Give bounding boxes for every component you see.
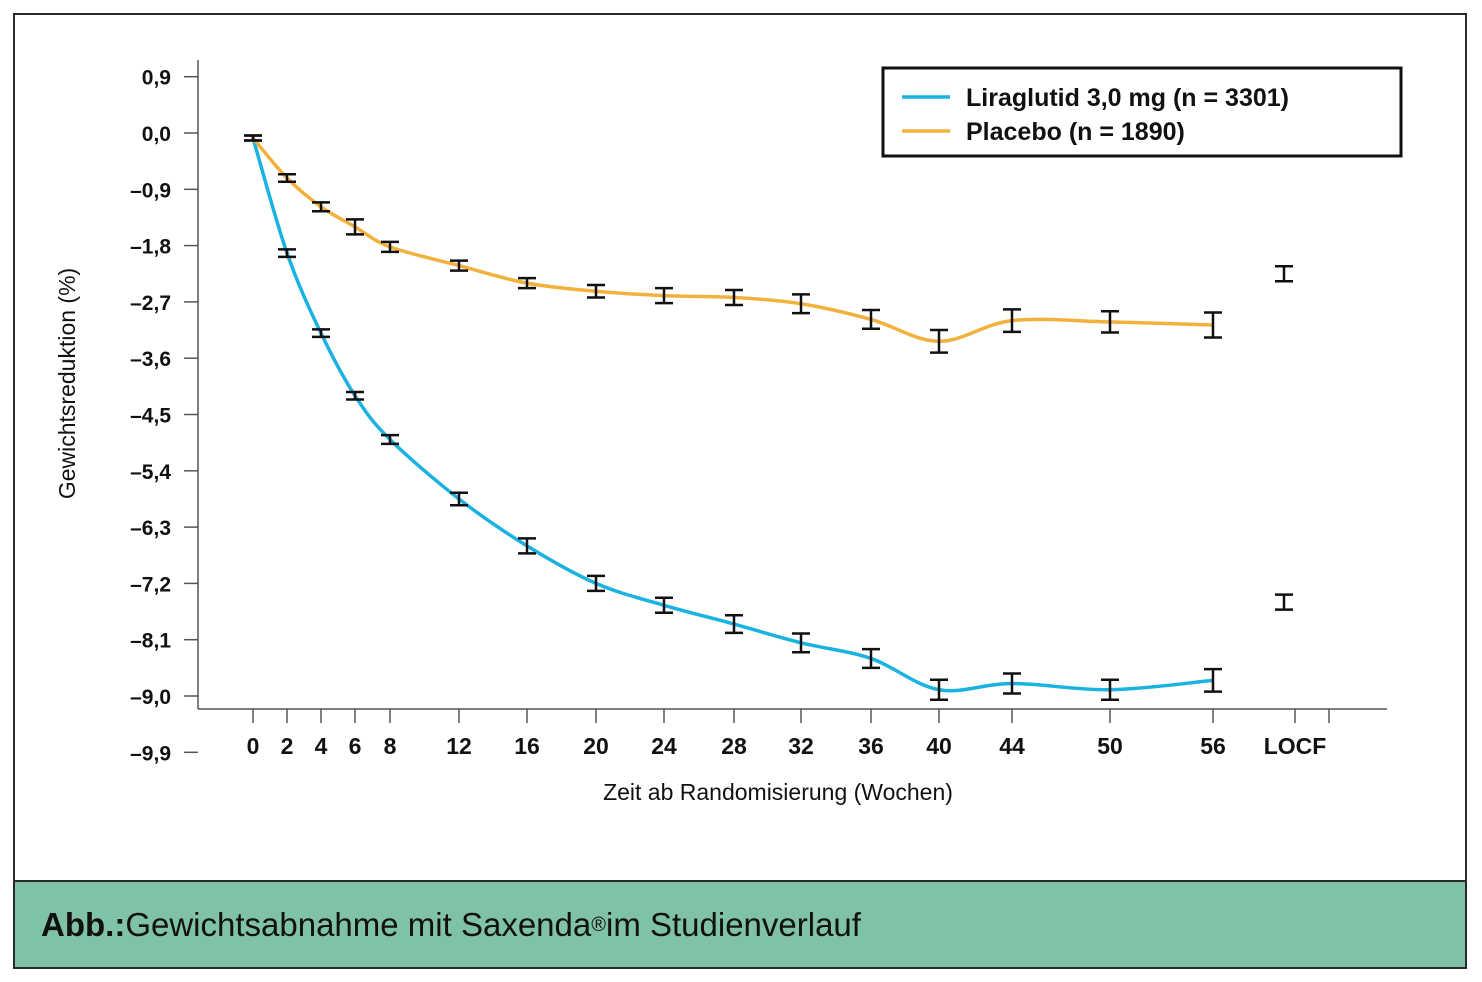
- error-bar-liraglutid: [381, 433, 399, 446]
- chart: 0,9 0,0 –0,9 –1,8 –2,7 –3,6 –4,5 –5,4 –6,3 –7,2 –8…: [54, 60, 1403, 805]
- error-bar-liraglutid: [278, 248, 296, 259]
- error-bar-placebo: [1003, 308, 1021, 334]
- x-tick-label: 32: [788, 733, 814, 759]
- error-bars: [244, 134, 1293, 702]
- axes: 0,9 0,0 –0,9 –1,8 –2,7 –3,6 –4,5 –5,4 –6,3 –7,2 –8…: [130, 60, 1387, 765]
- x-tick-label: 16: [514, 733, 540, 759]
- y-tick-label: 0,0: [142, 123, 171, 146]
- error-bar-liraglutid: [312, 328, 330, 339]
- error-bar-placebo: [655, 286, 673, 305]
- x-tick-label: 12: [446, 733, 472, 759]
- error-bar-liraglutid: [450, 491, 468, 507]
- error-bar-placebo: [381, 240, 399, 254]
- x-tick-label: 44: [999, 733, 1025, 759]
- x-tick-label: 50: [1097, 733, 1123, 759]
- error-bar-liraglutid: [346, 390, 364, 401]
- error-bar-placebo: [346, 218, 364, 236]
- error-bar-liraglutid: [930, 678, 948, 702]
- error-bar-liraglutid: [587, 574, 605, 593]
- error-bar-placebo: [518, 276, 536, 290]
- error-bar-placebo: [725, 288, 743, 307]
- y-tick-label: –6,3: [130, 517, 171, 540]
- series-line-placebo: [251, 136, 1214, 344]
- x-tick-label: 36: [858, 733, 884, 759]
- legend-label-liraglutid: Liraglutid 3,0 mg (n = 3301): [966, 84, 1289, 112]
- y-tick-label: –2,7: [130, 292, 171, 315]
- error-bar-liraglutid: [1101, 678, 1119, 702]
- error-bar-liraglutid: [1204, 667, 1222, 693]
- x-tick-label: LOCF: [1264, 733, 1327, 759]
- error-bar-placebo: [312, 201, 330, 213]
- x-tick-label: 0: [247, 733, 260, 759]
- x-tick-label: 40: [926, 733, 952, 759]
- y-tick-label: –9,9: [130, 742, 171, 765]
- caption-text: Gewichtsabnahme mit Saxenda: [125, 905, 592, 943]
- figure-caption: Abb.: Gewichtsabnahme mit Saxenda ® im St…: [13, 880, 1467, 969]
- error-bar-placebo: [930, 328, 948, 354]
- error-bar-placebo: [244, 134, 262, 142]
- locf-error-bar-liraglutid: [1275, 593, 1293, 611]
- y-tick-label: –8,1: [130, 630, 171, 653]
- legend: Liraglutid 3,0 mg (n = 3301) Placebo (n …: [881, 66, 1403, 158]
- error-bar-placebo: [587, 283, 605, 299]
- x-tick-label: 8: [384, 733, 397, 759]
- error-bar-liraglutid: [518, 537, 536, 555]
- y-tick-label: –0,9: [130, 179, 171, 202]
- error-bar-liraglutid: [862, 647, 880, 670]
- y-tick-label: –5,4: [130, 461, 171, 484]
- error-bar-liraglutid: [792, 632, 810, 654]
- legend-label-placebo: Placebo (n = 1890): [966, 118, 1185, 146]
- x-tick-label: 20: [583, 733, 609, 759]
- series-lines: [251, 136, 1214, 693]
- error-bar-placebo: [862, 308, 880, 331]
- error-bar-placebo: [450, 259, 468, 272]
- error-bar-placebo: [278, 173, 296, 184]
- x-tick-label: 6: [349, 733, 362, 759]
- y-tick-label: –4,5: [130, 405, 171, 428]
- y-tick-label: –7,2: [130, 573, 171, 596]
- y-tick-label: –1,8: [130, 236, 171, 259]
- error-bar-liraglutid: [655, 596, 673, 615]
- x-axis-title: Zeit ab Randomisierung (Wochen): [603, 779, 953, 805]
- caption-suffix: im Studienverlauf: [605, 905, 861, 943]
- x-tick-label: 56: [1200, 733, 1226, 759]
- y-axis-title: Gewichtsreduktion (%): [54, 268, 80, 499]
- y-tick-label: 0,9: [142, 67, 171, 90]
- series-line-liraglutid: [251, 137, 1214, 693]
- x-tick-label: 28: [721, 733, 747, 759]
- error-bar-placebo: [792, 293, 810, 315]
- y-tick-label: –3,6: [130, 348, 171, 371]
- error-bar-placebo: [1101, 310, 1119, 334]
- figure-frame: [13, 13, 1467, 969]
- error-bar-liraglutid: [725, 614, 743, 635]
- caption-prefix: Abb.:: [41, 905, 126, 943]
- x-tick-label: 4: [315, 733, 328, 759]
- error-bar-placebo: [1204, 311, 1222, 339]
- legend-box: [881, 66, 1403, 158]
- locf-error-bar-placebo: [1275, 264, 1293, 283]
- y-tick-label: –9,0: [130, 686, 171, 709]
- error-bar-liraglutid: [1003, 672, 1021, 695]
- x-tick-label: 2: [281, 733, 294, 759]
- x-tick-label: 24: [651, 733, 677, 759]
